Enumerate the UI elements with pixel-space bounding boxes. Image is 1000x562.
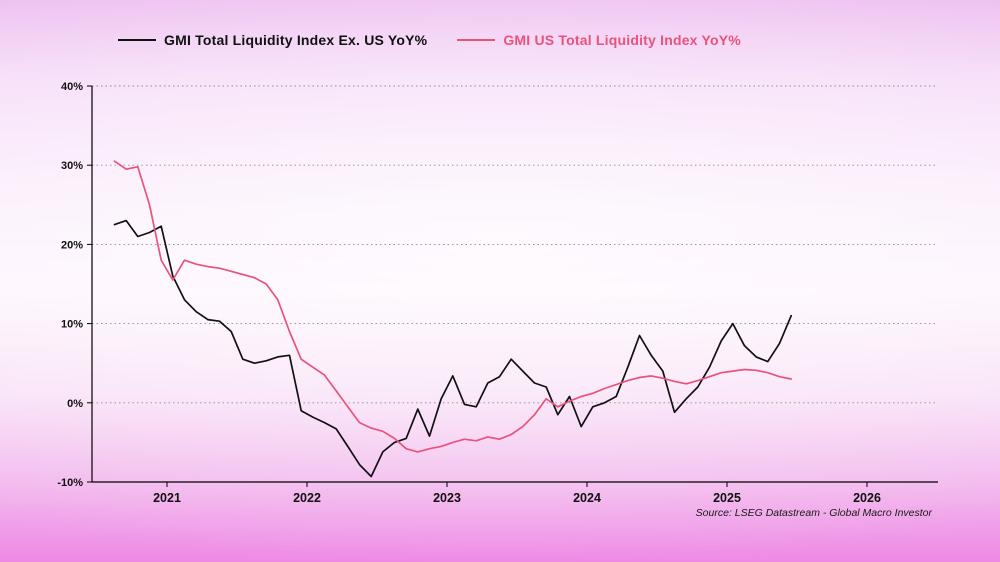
x-axis-label: 2024	[573, 491, 601, 505]
legend-line-ex-us-icon	[118, 39, 156, 41]
x-axis-label: 2022	[293, 491, 321, 505]
legend-label-us: GMI US Total Liquidity Index YoY%	[503, 32, 741, 48]
legend-label-ex-us: GMI Total Liquidity Index Ex. US YoY%	[164, 32, 428, 48]
legend-item-ex-us: GMI Total Liquidity Index Ex. US YoY%	[118, 32, 427, 48]
series-line-ex-us	[113, 219, 793, 478]
y-axis-label: 10%	[61, 319, 83, 331]
y-axis-label: 0%	[67, 398, 83, 410]
x-axis-label: 2026	[853, 491, 881, 505]
x-axis-label: 2025	[713, 491, 741, 505]
legend-line-us-icon	[457, 39, 496, 41]
legend-item-us: GMI US Total Liquidity Index YoY%	[457, 32, 741, 48]
x-axis-label: 2021	[153, 491, 181, 505]
x-axis-label: 2023	[433, 491, 461, 505]
source-attribution: Source: LSEG Datastream - Global Macro I…	[695, 507, 932, 519]
y-axis-label: 30%	[61, 160, 83, 172]
y-axis-label: 40%	[61, 81, 83, 93]
legend: GMI Total Liquidity Index Ex. US YoY% GM…	[118, 32, 741, 48]
series-line-us	[113, 160, 793, 453]
y-axis-label: 20%	[61, 239, 83, 251]
y-axis-label: -10%	[57, 477, 83, 489]
